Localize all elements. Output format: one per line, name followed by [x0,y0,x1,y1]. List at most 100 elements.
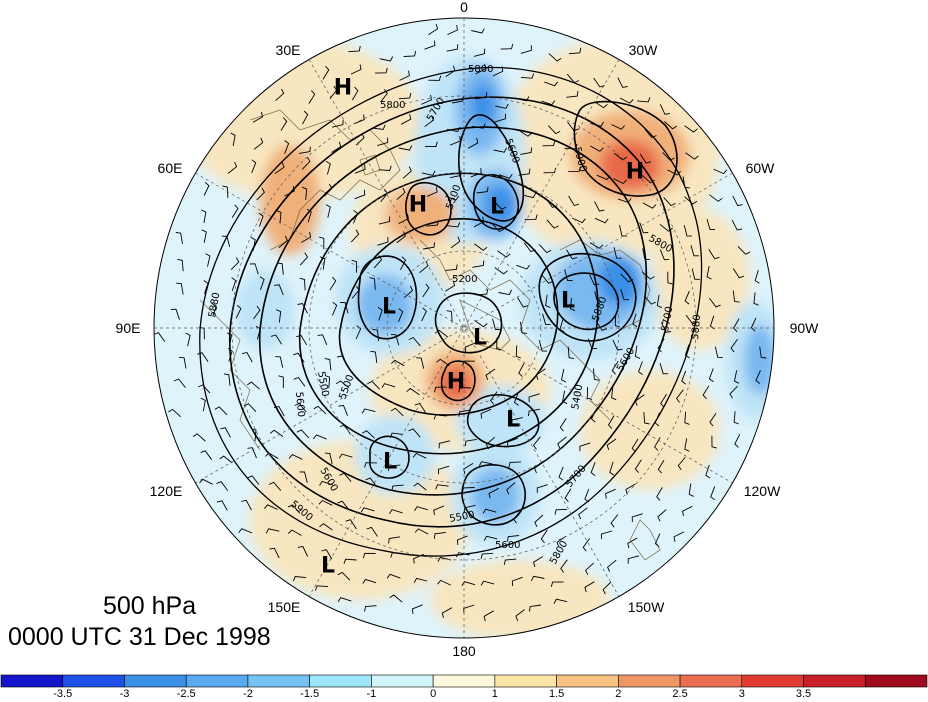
wind-barb [584,581,595,593]
wind-barb [632,313,638,328]
wind-barb [710,486,716,501]
wind-barb [631,438,639,453]
wind-barb [750,317,757,332]
wind-barb [185,332,191,347]
wind-barb [528,393,540,403]
wind-barb [299,277,306,291]
lon-label-30w: 30W [628,42,658,58]
wind-barb [306,208,312,223]
wind-barb [463,463,474,475]
low-center: L [561,289,575,314]
wind-barb [313,405,327,415]
wind-barb [528,408,540,417]
wind-barb [605,488,616,499]
wind-barb [755,370,761,384]
wind-barb [351,259,357,273]
wind-barb [538,340,548,352]
wind-barb [192,433,206,442]
wind-barb [298,146,311,154]
wind-barb [380,89,388,103]
wind-barb [676,389,684,403]
contour-label: 5880 [207,292,222,319]
wind-barb [594,217,609,224]
wind-barb [378,165,392,171]
wind-barb [737,246,751,255]
high-center: L [321,554,335,579]
wind-barb [247,475,260,485]
wind-barb [437,579,451,586]
wind-barb [732,195,743,207]
wind-barb [474,320,488,328]
contour-label: 5500 [449,510,476,525]
wind-barb [478,461,493,467]
wind-barb [390,334,400,346]
wind-barb [541,274,554,284]
wind-barb [389,594,403,603]
wind-barb [251,428,257,442]
wind-barb [325,204,331,218]
wind-barb [275,356,284,368]
wind-barb [398,145,413,151]
wind-barb [247,447,257,459]
wind-barb [372,124,386,130]
wind-barb [600,530,613,540]
wind-barb [667,169,681,176]
wind-barb [413,482,427,491]
wind-barb [522,192,537,199]
wind-barb [730,338,738,353]
colorbar-tick-label: -1 [366,688,377,700]
wind-barb [483,610,494,622]
colorbar-tick-label: 0 [430,688,437,700]
wind-barb [325,160,331,175]
wind-barb [461,581,476,587]
lon-label-0: 0 [460,0,468,15]
wind-barb [641,271,655,280]
wind-barb [154,332,166,342]
wind-barb [458,387,472,393]
contour-label: 5500 [315,371,330,398]
wind-barb [518,168,531,176]
colorbar-swatch [124,674,187,688]
wind-barb [534,514,544,528]
colorbar-tick-label: 1 [491,688,498,700]
wind-barb [520,45,532,54]
wind-barb [470,168,482,178]
wind-barb [733,411,739,425]
wind-barb [362,552,376,559]
caption-level: 500 hPa [103,592,197,620]
wind-barb [370,350,378,363]
anomaly-neg-strong [484,185,516,225]
wind-barb [547,125,561,135]
wind-barb [411,604,423,614]
wind-barb [301,156,311,170]
wind-barb [280,117,288,131]
wind-barb [351,86,359,101]
wind-barb [222,185,229,198]
wind-barb [445,280,456,292]
wind-barb [317,334,328,346]
wind-barb [387,464,401,472]
wind-barb [354,189,366,200]
wind-barb [690,245,699,257]
wind-barb [706,265,712,280]
wind-barb [542,313,551,325]
wind-barb [350,229,360,243]
wind-barb [709,194,723,202]
colorbar-tick-label: -3 [119,688,130,700]
colorbar-swatch [618,674,681,688]
colorbar-tick-label: -1.5 [300,688,320,700]
wind-barb [643,295,656,305]
wind-barb [340,302,349,314]
wind-barb [252,111,264,123]
wind-barb [365,477,378,488]
wind-barb [329,85,338,99]
wind-barb [480,552,494,559]
colorbar-tick-label: -2 [243,688,253,700]
contour-label: 5800 [468,64,493,75]
wind-barb [511,576,523,587]
anomaly-neg-strong [598,255,642,305]
wind-barb [572,217,586,224]
wind-barb [424,115,434,128]
wind-barb [498,289,513,296]
contour-label: 5600 [495,540,520,551]
